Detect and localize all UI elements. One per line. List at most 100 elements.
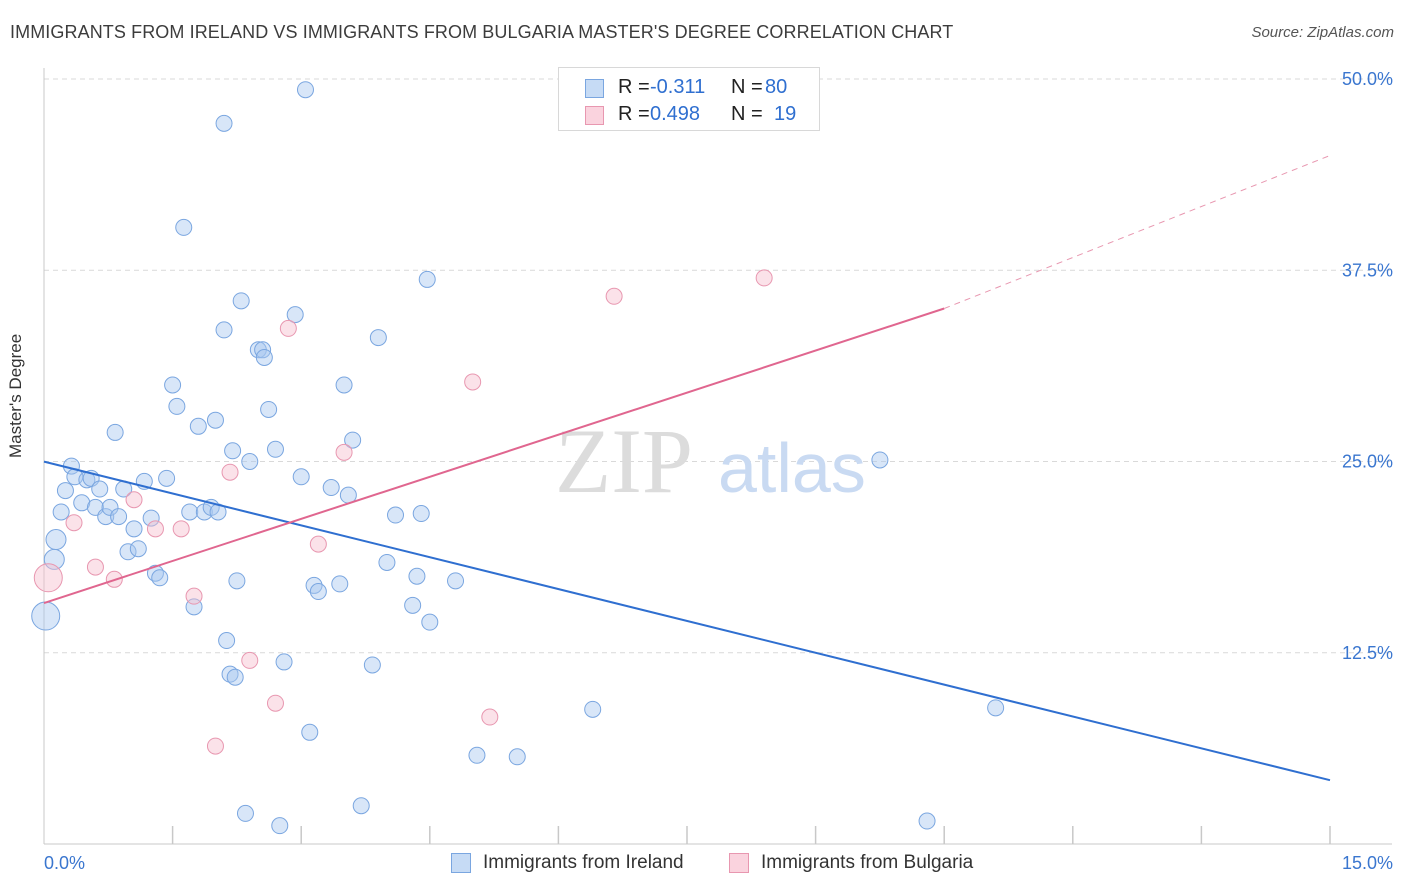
ireland-point	[260, 400, 278, 418]
legend-r-value: 0.498	[650, 103, 701, 125]
ireland-point	[352, 797, 370, 815]
ireland-point	[369, 329, 387, 347]
ireland-point	[52, 503, 70, 521]
ireland-point	[266, 440, 284, 458]
bottom-legend-label-ireland: Immigrants from Ireland	[483, 852, 684, 873]
ireland-point	[31, 601, 61, 631]
ireland-point	[56, 482, 74, 500]
ireland-point	[224, 442, 242, 460]
ireland-point	[255, 348, 273, 366]
ireland-point	[45, 529, 67, 551]
ireland-point	[236, 804, 254, 822]
ireland-point	[119, 543, 137, 561]
bulgaria-point	[185, 587, 203, 605]
legend-n-label: N =	[731, 76, 763, 98]
y-axis-label: Master's Degree	[6, 333, 25, 458]
ireland-point	[292, 468, 310, 486]
ireland-point	[129, 540, 147, 558]
ireland-point	[215, 114, 233, 132]
legend-r-label: R =	[618, 103, 650, 125]
ireland-point	[447, 572, 465, 590]
ireland-point	[215, 321, 233, 339]
legend-n-value: 80	[765, 76, 788, 98]
legend-swatch-bulgaria	[585, 106, 604, 125]
ireland-point	[175, 218, 193, 236]
ireland-point	[91, 480, 109, 498]
bulgaria-point	[125, 491, 143, 509]
ireland-point	[331, 575, 349, 593]
ireland-point	[421, 613, 439, 631]
ireland-point	[125, 520, 143, 538]
ireland-point	[335, 376, 353, 394]
watermark-atlas: atlas	[718, 429, 866, 507]
y-tick-label: 50.0%	[1342, 69, 1393, 89]
source-label: Source: ZipAtlas.com	[1251, 24, 1394, 41]
bulgaria-point	[86, 558, 104, 576]
ireland-trend-line	[43, 460, 1331, 782]
ireland-point	[344, 431, 362, 449]
ireland-point	[271, 817, 289, 835]
ireland-point	[106, 423, 124, 441]
ireland-point	[309, 583, 327, 601]
bulgaria-point	[335, 443, 353, 461]
ireland-point	[305, 576, 323, 594]
ireland-point	[322, 479, 340, 497]
ireland-point	[296, 81, 314, 99]
ireland-point	[241, 453, 259, 470]
ireland-point	[101, 498, 119, 516]
chart-title: IMMIGRANTS FROM IRELAND VS IMMIGRANTS FR…	[10, 22, 954, 42]
ireland-point	[110, 508, 128, 526]
ireland-point	[987, 699, 1005, 717]
ireland-point	[412, 505, 430, 523]
ireland-point	[301, 723, 319, 741]
y-tick-label: 37.5%	[1342, 260, 1393, 280]
x-tick-label: 0.0%	[44, 853, 85, 873]
watermark-zip: ZIP	[555, 410, 693, 512]
ireland-point	[418, 270, 436, 288]
bottom-legend-swatch-bulgaria	[729, 853, 749, 873]
ireland-point	[226, 668, 244, 686]
ireland-point	[404, 596, 422, 614]
ireland-point	[73, 494, 91, 512]
ireland-point	[363, 656, 381, 674]
bulgaria-point	[266, 694, 284, 712]
ireland-point	[387, 506, 405, 524]
y-tick-label: 25.0%	[1342, 452, 1393, 472]
bulgaria-point	[241, 651, 259, 669]
x-tick-label: 15.0%	[1342, 853, 1393, 873]
legend-swatch-ireland	[585, 79, 604, 98]
stats-legend: R = -0.311 N = 80 R = 0.498 N = 19	[558, 67, 820, 131]
ireland-point	[228, 572, 246, 590]
bulgaria-point	[464, 373, 482, 391]
ireland-point	[189, 417, 207, 435]
bulgaria-point	[33, 563, 63, 593]
ireland-point	[378, 553, 396, 571]
bulgaria-point	[65, 514, 83, 532]
bulgaria-point	[146, 520, 164, 538]
ireland-point	[97, 508, 115, 526]
ireland-point	[408, 567, 426, 585]
bulgaria-point	[309, 535, 327, 553]
bulgaria-point	[605, 287, 623, 305]
bulgaria-point	[206, 737, 224, 755]
ireland-point	[286, 306, 304, 324]
ireland-point	[232, 292, 250, 310]
bulgaria-trend-extension	[944, 155, 1331, 309]
ireland-point	[218, 632, 236, 650]
ireland-point	[43, 548, 65, 570]
ireland-point	[871, 451, 889, 469]
bulgaria-point	[755, 269, 773, 287]
bottom-legend-swatch-ireland	[451, 853, 471, 873]
ireland-point	[168, 397, 186, 415]
bulgaria-point	[221, 463, 239, 481]
y-tick-label: 12.5%	[1342, 643, 1393, 663]
legend-n-value: 19	[774, 103, 797, 125]
bulgaria-point	[172, 520, 190, 538]
ireland-point	[918, 812, 936, 830]
bulgaria-point	[481, 708, 499, 726]
bottom-legend-label-bulgaria: Immigrants from Bulgaria	[761, 852, 974, 873]
ireland-point	[181, 503, 199, 521]
ireland-point	[158, 469, 176, 487]
ireland-point	[206, 411, 224, 429]
